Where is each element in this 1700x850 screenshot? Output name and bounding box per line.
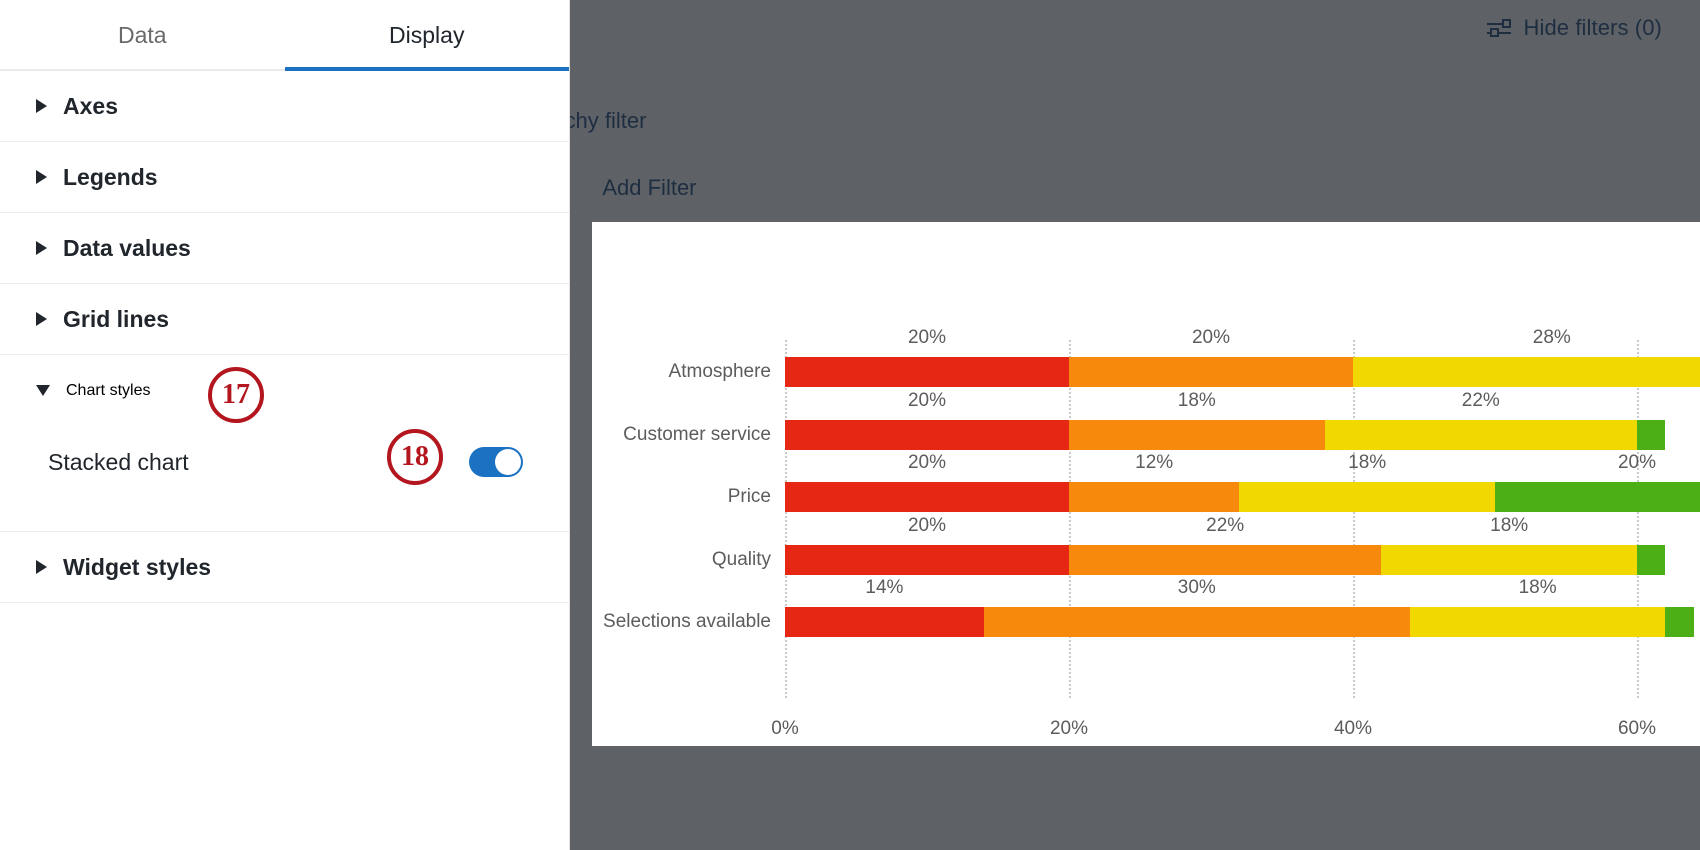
triangle-right-icon [36,99,47,113]
chart-bar-segment[interactable] [1069,482,1240,512]
chart-data-label: 18% [1518,577,1557,598]
chart-bar-row[interactable] [785,544,1700,575]
chart-data-label: 20% [907,327,947,348]
chart-bar-segment[interactable] [785,419,1069,450]
annotation-badge-18: 18 [387,429,443,485]
sidebar-section-label: Grid lines [63,305,170,332]
triangle-right-icon [36,170,47,184]
chart-data-label: 18% [1348,452,1387,473]
chart-data-label: 28% [1532,327,1571,348]
chart-bar-segment[interactable] [1239,482,1495,512]
chart-data-label: 12% [1135,452,1174,473]
chart-bar-segment[interactable] [1409,607,1666,637]
chart-bar-segment[interactable] [1637,419,1666,450]
sidebar-section-axes[interactable]: Axes [0,71,569,142]
chart-bar-segment[interactable] [1381,544,1637,575]
chart-data-label: 30% [1177,577,1216,598]
chart-bar-row[interactable] [785,357,1700,387]
chart-bar-segment[interactable] [785,544,1069,575]
sidebar-section-chart-styles: Chart styles Stacked chart [0,355,569,532]
x-axis-tick-label: 0% [771,718,799,739]
chart-styles-body: Stacked chart [0,426,569,531]
triangle-right-icon [36,241,47,255]
display-settings-sidebar: Data Display Axes Legends Data values Gr… [0,0,570,850]
chart-bar-row[interactable] [785,419,1700,450]
chart-data-label: 20% [1617,452,1657,473]
chart-data-label: 20% [907,452,947,473]
chart-bar-segment[interactable] [1637,544,1666,575]
triangle-right-icon [36,312,47,326]
annotation-badge-17: 17 [208,367,264,423]
sidebar-section-widget-styles[interactable]: Widget styles [0,532,569,603]
sidebar-section-label: Legends [63,163,158,190]
tabs-active-indicator [284,67,569,71]
x-axis-tick-label: 40% [1333,718,1373,739]
stacked-chart-setting-row: Stacked chart [0,426,569,498]
y-axis-category-label: Customer service [623,423,771,445]
stacked-chart-toggle[interactable] [469,447,523,477]
chart-gridline [1637,340,1639,698]
sidebar-section-data-values[interactable]: Data values [0,213,569,284]
settings-tabs: Data Display [0,0,569,71]
chart-data-label: 22% [1461,389,1500,411]
chart-bar-row[interactable] [785,607,1700,637]
widget-styles-label: Widget styles [63,553,212,580]
chart-bar-segment[interactable] [1069,419,1325,450]
chart-bar-segment[interactable] [1665,607,1694,637]
chart-bar-segment[interactable] [785,607,984,637]
chart-bar-row[interactable] [785,482,1700,512]
y-axis-category-label: Price [727,486,771,507]
chart-styles-label: Chart styles [66,381,151,399]
chart-data-label: 14% [865,577,904,598]
chart-bar-segment[interactable] [785,482,1069,512]
chart-data-label: 18% [1490,514,1529,536]
chart-preview-panel: 0% 20% 40% 60% Atmosphere 20% 20% 28% Customer s… [592,222,1700,746]
tab-display[interactable]: Display [389,22,465,48]
chart-gridline [1353,340,1355,698]
chart-bar-segment[interactable] [1324,419,1637,450]
chart-data-label: 20% [907,389,947,411]
chart-data-label: 22% [1206,514,1245,536]
chart-gridline [1069,340,1071,698]
chart-bar-segment[interactable] [1069,544,1382,575]
chart-bar-segment[interactable] [1353,357,1700,387]
toggle-knob [495,449,521,475]
chart-data-label: 18% [1177,389,1216,411]
sidebar-section-label: Axes [63,92,118,119]
chart-bar-segment[interactable] [1495,482,1700,512]
sidebar-section-label: Data values [63,234,191,261]
chart-styles-header[interactable]: Chart styles [0,355,569,426]
chart-bar-segment[interactable] [1069,357,1353,387]
stacked-chart-label: Stacked chart [48,448,189,475]
tab-data[interactable]: Data [117,22,167,48]
y-axis-category-label: Quality [711,548,771,570]
x-axis-tick-label: 60% [1617,718,1657,739]
chart-bar-segment[interactable] [785,357,1069,387]
sidebar-section-legends[interactable]: Legends [0,142,569,213]
y-axis-category-label: Atmosphere [668,361,771,382]
chart-gridline [785,340,787,698]
chart-bar-segment[interactable] [983,607,1410,637]
chart-data-label: 20% [907,514,947,536]
y-axis-category-label: Selections available [603,611,771,632]
triangle-down-icon [36,385,50,396]
triangle-right-icon [36,560,47,574]
chart-data-label: 20% [1191,327,1231,348]
stacked-bar-chart: 0% 20% 40% 60% Atmosphere 20% 20% 28% Customer s… [592,222,1700,746]
sidebar-section-grid-lines[interactable]: Grid lines [0,284,569,355]
x-axis-tick-label: 20% [1049,718,1089,739]
